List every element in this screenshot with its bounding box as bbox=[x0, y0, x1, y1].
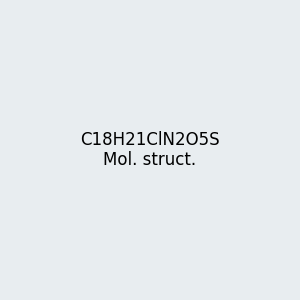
Text: C18H21ClN2O5S
Mol. struct.: C18H21ClN2O5S Mol. struct. bbox=[80, 130, 220, 170]
